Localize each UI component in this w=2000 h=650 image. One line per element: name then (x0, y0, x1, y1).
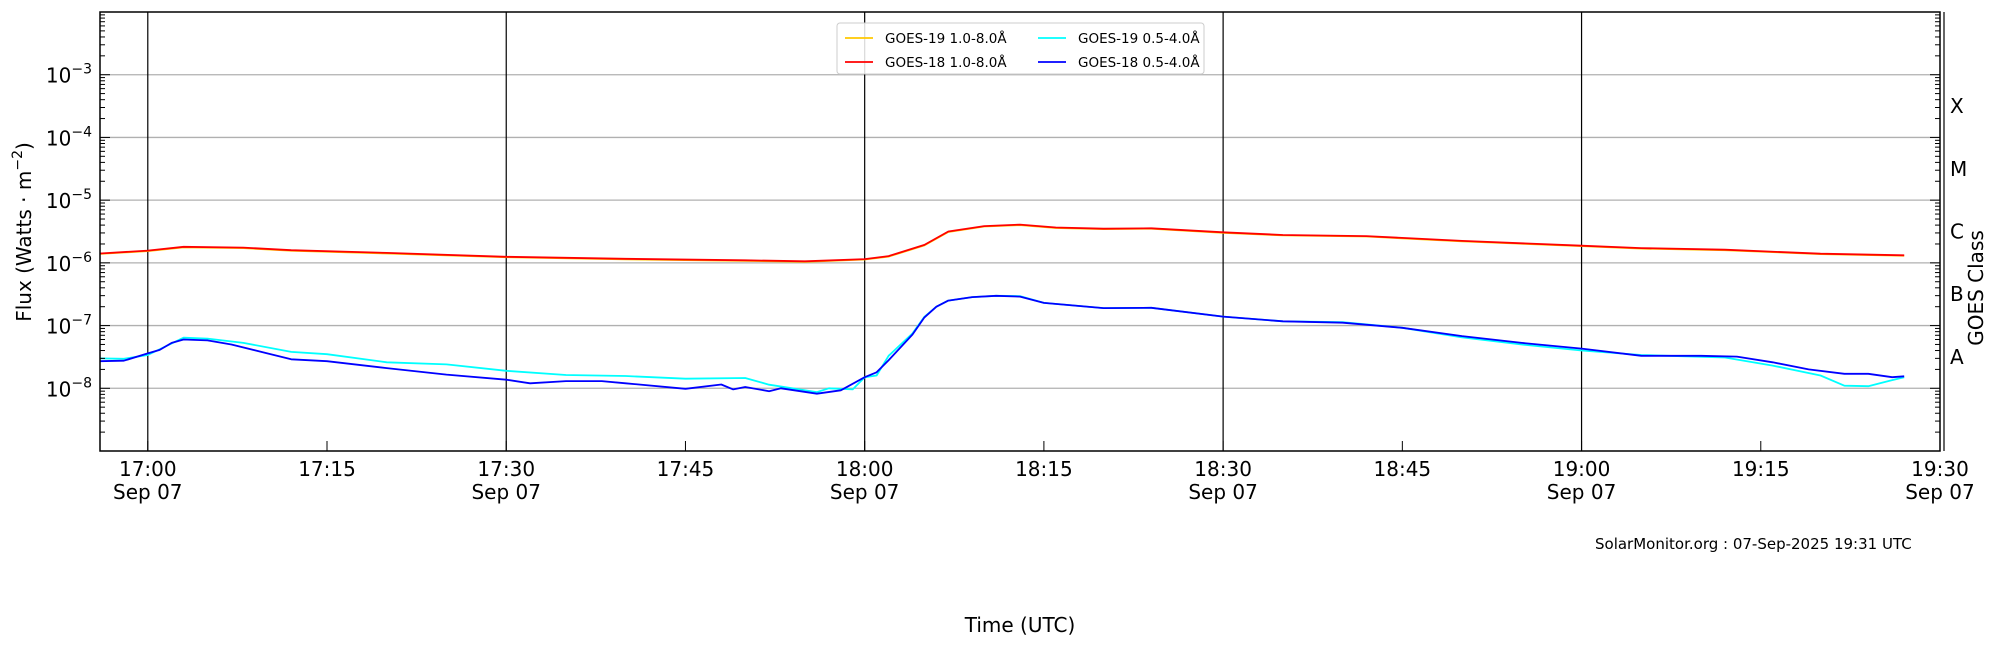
series-line-3 (99, 294, 1905, 395)
axes: 10−8 10−7 10−6 10−5 10−4 10−3 Flux (Watts · m−… (10, 11, 1988, 637)
x-tick-label: 17:30 (477, 457, 535, 481)
y-axis-label: Flux (Watts · m−2) (10, 142, 36, 322)
series-line-2 (99, 294, 1905, 393)
gridlines (100, 12, 1940, 451)
goes-class-label: A (1950, 345, 1964, 369)
series-line-1 (99, 223, 1905, 263)
series-line-0 (99, 224, 1905, 263)
goes-class-label: C (1950, 220, 1964, 244)
y-tick-label: 10−3 (46, 62, 92, 88)
x-tick-label: 17:00 (119, 457, 177, 481)
legend-label: GOES-18 0.5-4.0Å (1078, 54, 1200, 71)
goes-class-label: B (1950, 282, 1964, 306)
series-lines (99, 223, 1905, 395)
x-tick-date: Sep 07 (830, 480, 900, 504)
x-axis-label: Time (UTC) (964, 613, 1076, 637)
y-tick-label: 10−7 (46, 313, 92, 339)
y-tick-label: 10−6 (46, 250, 92, 276)
y-tick-label: 10−4 (46, 124, 92, 150)
legend-label: GOES-19 0.5-4.0Å (1078, 30, 1200, 47)
x-tick-label: 19:30 (1911, 457, 1969, 481)
y-tick-label: 10−8 (46, 375, 92, 401)
x-tick-label: 18:45 (1374, 457, 1432, 481)
y-tick-label: 10−5 (46, 187, 92, 213)
x-tick-label: 19:15 (1732, 457, 1790, 481)
x-tick-label: 18:15 (1015, 457, 1073, 481)
x-tick-label: 19:00 (1553, 457, 1611, 481)
goes-class-label: X (1950, 94, 1964, 118)
x-tick-label: 17:45 (657, 457, 715, 481)
x-tick-label: 17:15 (298, 457, 356, 481)
x-tick-date: Sep 07 (113, 480, 183, 504)
goes-class-label: M (1950, 157, 1967, 181)
x-tick-label: 18:00 (836, 457, 894, 481)
x-tick-date: Sep 07 (1905, 480, 1975, 504)
legend-label: GOES-19 1.0-8.0Å (885, 30, 1007, 47)
legend-label: GOES-18 1.0-8.0Å (885, 54, 1007, 71)
x-tick-date: Sep 07 (1547, 480, 1617, 504)
right-axis-label: GOES Class (1964, 230, 1988, 346)
x-tick-date: Sep 07 (1188, 480, 1258, 504)
x-tick-label: 18:30 (1194, 457, 1252, 481)
x-tick-date: Sep 07 (471, 480, 541, 504)
legend-box (836, 22, 1205, 75)
legend: GOES-19 1.0-8.0Å GOES-18 1.0-8.0Å GOES-19 … (836, 22, 1205, 75)
watermark-text: SolarMonitor.org : 07-Sep-2025 19:31 UTC (1595, 535, 1912, 553)
plot-frame (99, 11, 1941, 452)
